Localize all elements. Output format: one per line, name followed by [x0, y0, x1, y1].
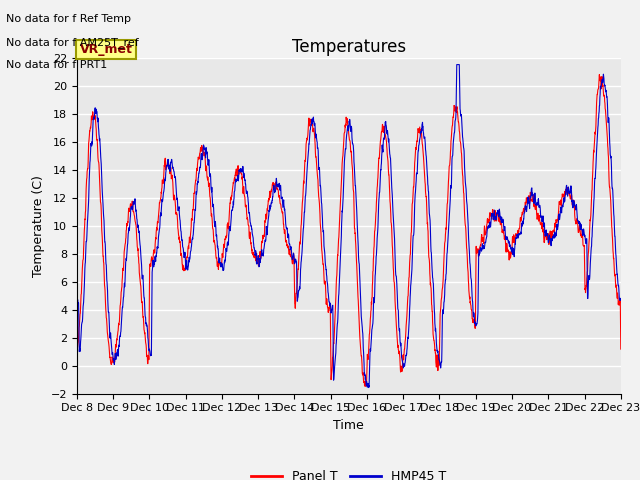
HMP45 T [453, 62, 461, 68]
Text: No data for f PRT1: No data for f PRT1 [6, 60, 108, 71]
HMP45 T [617, 296, 625, 301]
HMP45 T [365, 381, 372, 387]
Panel T [596, 72, 604, 77]
HMP45 T [225, 239, 232, 244]
HMP45 T [73, 297, 81, 302]
Text: No data for f Ref Temp: No data for f Ref Temp [6, 14, 131, 24]
X-axis label: Time: Time [333, 419, 364, 432]
Panel T [365, 349, 372, 355]
Panel T [569, 197, 577, 203]
Panel T [584, 254, 592, 260]
Title: Temperatures: Temperatures [292, 38, 406, 56]
Panel T [225, 226, 232, 232]
Panel T [617, 346, 625, 352]
HMP45 T [365, 384, 372, 390]
Panel T [362, 384, 370, 389]
Panel T [507, 251, 515, 257]
Panel T [376, 138, 384, 144]
HMP45 T [508, 245, 515, 251]
Legend: Panel T, HMP45 T: Panel T, HMP45 T [246, 465, 452, 480]
Text: VR_met: VR_met [79, 43, 132, 56]
HMP45 T [584, 282, 592, 288]
Line: Panel T: Panel T [77, 74, 621, 386]
Line: HMP45 T: HMP45 T [77, 65, 621, 387]
Text: No data for f AM25T_ref: No data for f AM25T_ref [6, 37, 139, 48]
HMP45 T [570, 202, 577, 207]
Y-axis label: Temperature (C): Temperature (C) [32, 175, 45, 276]
HMP45 T [376, 172, 384, 178]
Panel T [73, 344, 81, 349]
